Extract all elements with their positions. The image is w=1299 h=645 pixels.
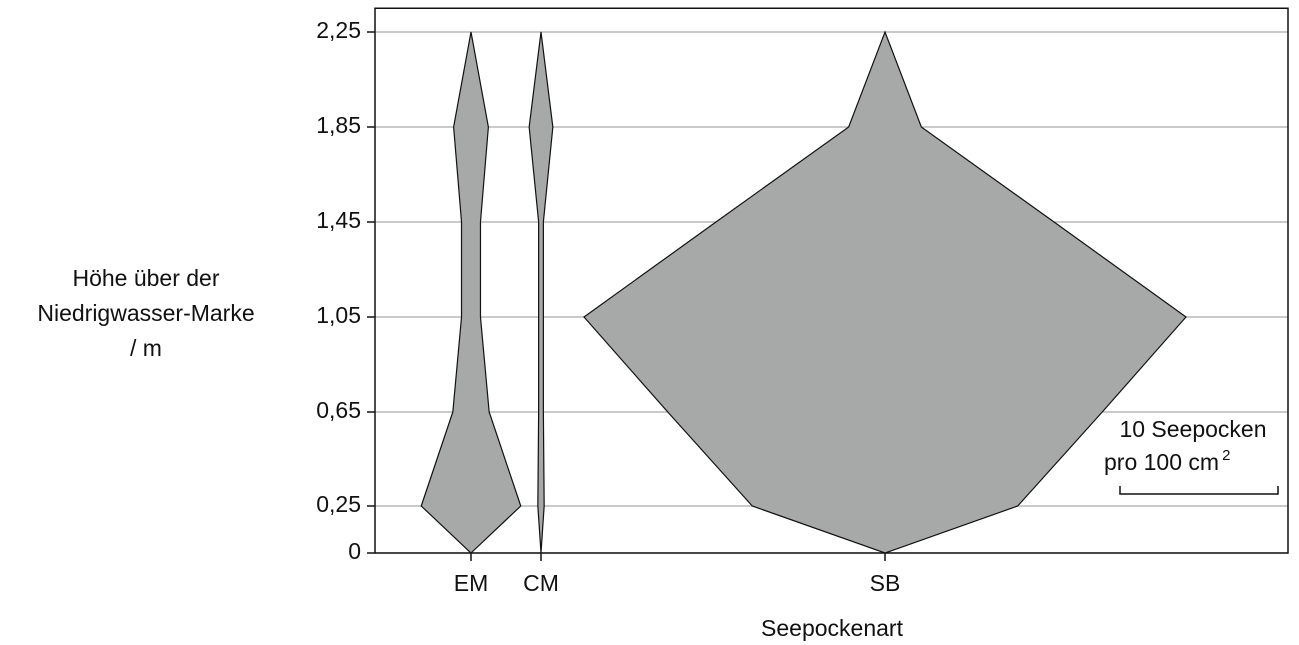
scale-bar-unit: pro 100 cm bbox=[1104, 449, 1219, 475]
x-tick-label: SB bbox=[870, 570, 901, 596]
y-label-line: Höhe über der bbox=[72, 265, 219, 291]
y-tick-label: 0,65 bbox=[316, 397, 361, 423]
kite bbox=[583, 30, 1187, 554]
y-tick-label: 1,45 bbox=[316, 207, 361, 233]
x-tick-label: EM bbox=[454, 570, 489, 596]
plot-frame bbox=[374, 7, 1289, 554]
x-axis-label: Seepockenart bbox=[761, 615, 904, 641]
y-tick-label: 0 bbox=[348, 538, 361, 564]
y-tick-label: 1,05 bbox=[316, 302, 361, 328]
scale-bar-label: pro 100 cm 2 bbox=[1104, 447, 1230, 475]
y-label-line: Niedrigwasser-Marke bbox=[37, 300, 254, 326]
scale-bar bbox=[1119, 486, 1279, 495]
x-tick-label: CM bbox=[523, 570, 559, 596]
y-label-line: / m bbox=[130, 335, 162, 361]
y-tick-label: 2,25 bbox=[316, 17, 361, 43]
y-tick-label: 1,85 bbox=[316, 112, 361, 138]
scale-bar-sup: 2 bbox=[1222, 447, 1230, 464]
y-tick-label: 0,25 bbox=[316, 491, 361, 517]
y-axis-label: Höhe über der Niedrigwasser-Marke / m bbox=[37, 265, 254, 361]
scale-bar-label: 10 Seepocken bbox=[1119, 416, 1266, 442]
kite bbox=[528, 31, 554, 554]
kite bbox=[420, 31, 522, 554]
